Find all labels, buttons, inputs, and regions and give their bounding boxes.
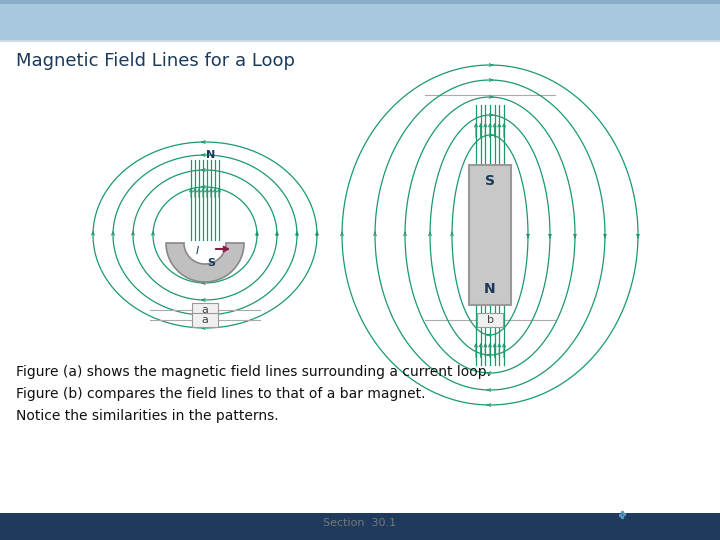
Text: a: a [202,315,208,325]
Text: a: a [202,305,208,315]
Text: Figure (b) compares the field lines to that of a bar magnet.: Figure (b) compares the field lines to t… [16,387,426,401]
Text: N: N [484,282,496,296]
Text: CENGAGE: CENGAGE [634,514,682,523]
Text: I: I [195,246,199,256]
Polygon shape [166,243,244,282]
Bar [0,0,720,4]
Bar [477,313,503,327]
Text: S: S [485,174,495,188]
Bar [0,0,720,40]
Bar [192,313,218,327]
Bar [0,513,720,540]
Bar [0,40,720,42]
Text: S: S [207,258,215,268]
Text: Learning®: Learning® [634,523,683,531]
Bar [469,165,511,305]
Text: Magnetic Field Lines for a Loop: Magnetic Field Lines for a Loop [16,52,295,70]
Bar [192,303,218,317]
Text: Section  30.1: Section 30.1 [323,517,397,528]
Text: N: N [207,150,215,160]
Text: Figure (a) shows the magnetic field lines surrounding a current loop.: Figure (a) shows the magnetic field line… [16,365,491,379]
Text: b: b [487,315,493,325]
Text: Notice the similarities in the patterns.: Notice the similarities in the patterns. [16,409,279,423]
